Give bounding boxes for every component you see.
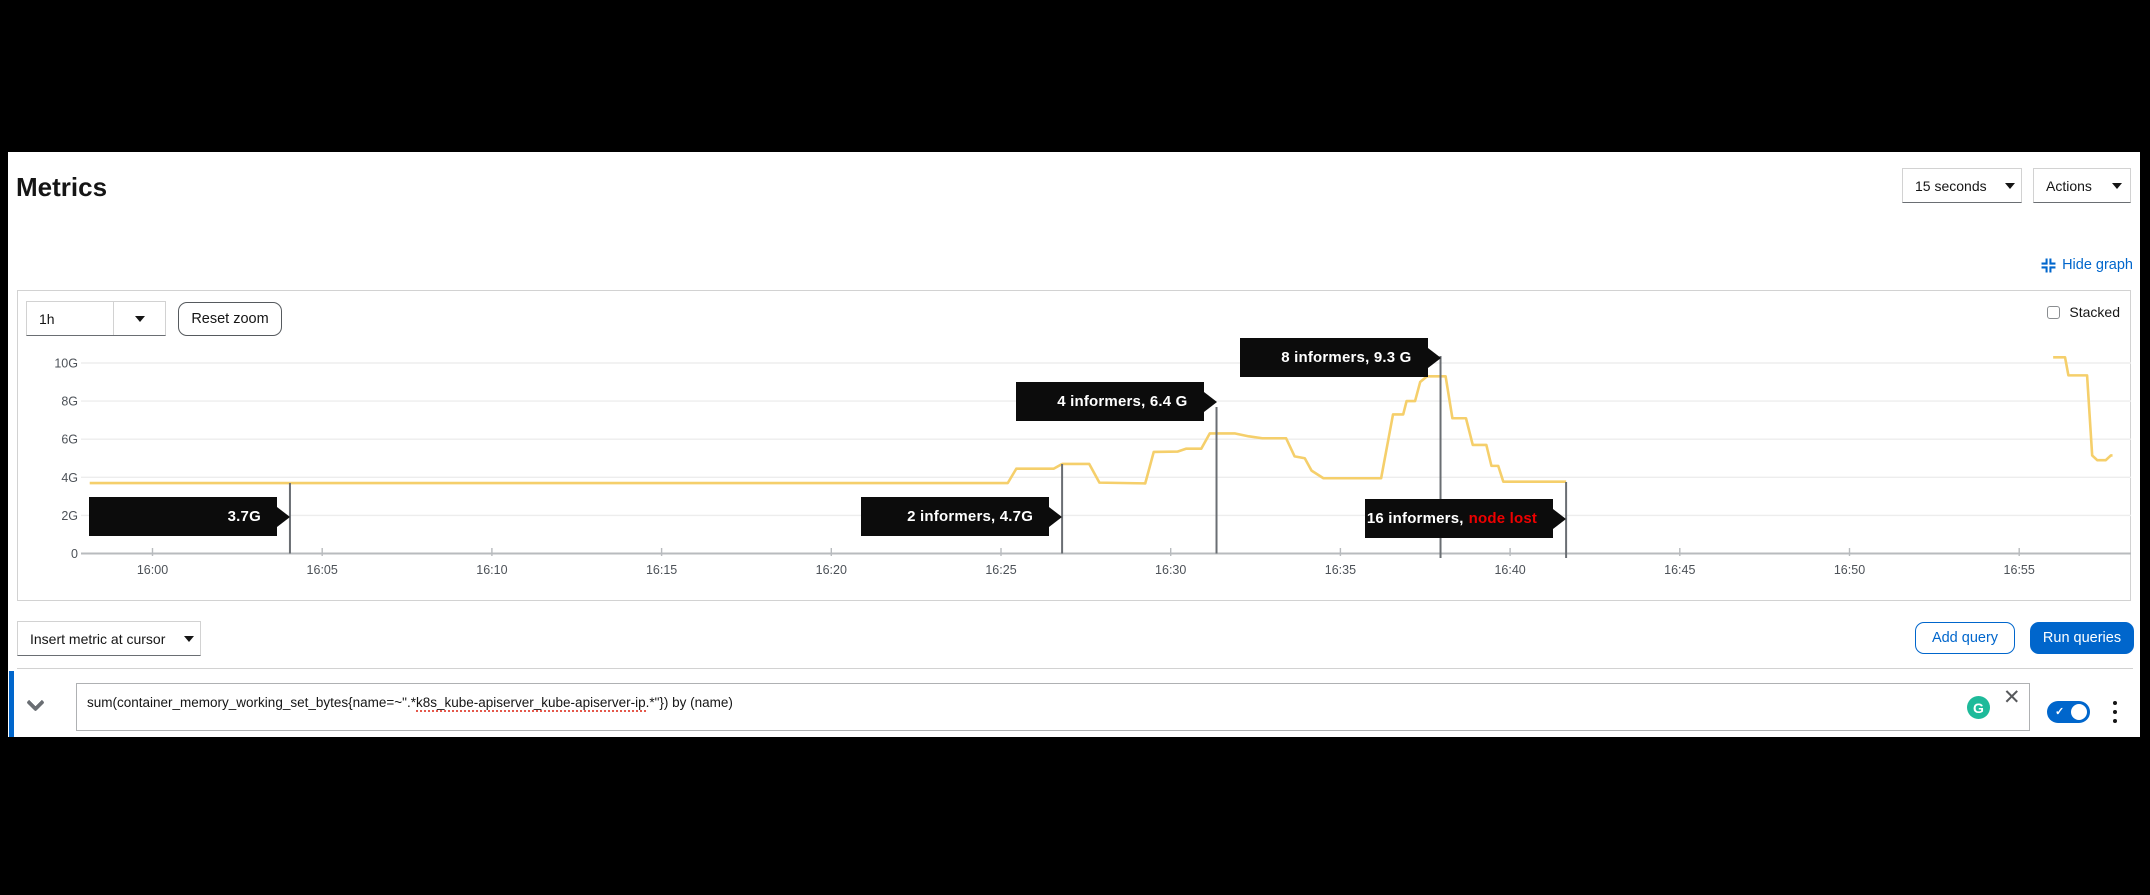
- chart-annotation-callout: 2 informers, 4.7G: [861, 497, 1063, 536]
- metrics-chart[interactable]: 16:00 16:05 16:10 16:15 16:20 16:25 16:30 16:35…: [18, 337, 2132, 587]
- reset-zoom-button[interactable]: Reset zoom: [178, 302, 282, 336]
- x-axis-label: 16:35: [1325, 563, 1356, 577]
- stacked-checkbox[interactable]: [2047, 305, 2061, 319]
- x-axis-label: 16:25: [985, 563, 1016, 577]
- chevron-down-icon: [177, 622, 200, 655]
- x-axis-label: 16:45: [1664, 563, 1695, 577]
- add-query-button[interactable]: Add query: [1915, 622, 2015, 654]
- y-axis-label: 6G: [61, 433, 78, 447]
- insert-metric-select[interactable]: Insert metric at cursor: [17, 621, 201, 656]
- graph-panel: 1h Reset zoom Stacked 16:00 16:05 16:10 16:…: [17, 290, 2131, 601]
- query-enabled-toggle[interactable]: ✓: [2047, 701, 2090, 723]
- x-axis-label: 16:50: [1834, 563, 1865, 577]
- kebab-menu-icon[interactable]: [2108, 700, 2122, 724]
- chart-annotation-callout: 8 informers, 9.3 G: [1239, 338, 1441, 377]
- x-axis-label: 16:55: [2004, 563, 2035, 577]
- query-expression-text: sum(container_memory_working_set_bytes{n…: [87, 695, 733, 712]
- x-axis-label: 16:20: [816, 563, 847, 577]
- refresh-interval-select[interactable]: 15 seconds: [1902, 168, 2022, 203]
- grammarly-icon: G: [1967, 696, 1990, 719]
- page-title: Metrics: [16, 172, 108, 202]
- close-icon[interactable]: ✕: [2003, 686, 2021, 709]
- toggle-knob: [2071, 704, 2087, 720]
- check-icon: ✓: [2055, 706, 2065, 718]
- query-expression-input[interactable]: sum(container_memory_working_set_bytes{n…: [76, 683, 2030, 731]
- refresh-interval-value: 15 seconds: [1915, 177, 1987, 194]
- duration-value: 1h: [39, 310, 55, 327]
- y-axis-label: 4G: [61, 471, 78, 485]
- y-axis-label: 2G: [61, 509, 78, 523]
- chevron-down-icon: [113, 302, 165, 335]
- x-axis-label: 16:15: [646, 563, 677, 577]
- run-queries-button[interactable]: Run queries: [2030, 622, 2134, 654]
- query-row: sum(container_memory_working_set_bytes{n…: [9, 671, 2139, 737]
- chevron-down-icon: [1999, 169, 2021, 202]
- collapse-chevron-icon[interactable]: [26, 693, 45, 712]
- chart-annotation-callout: 16 informers, node lost: [1365, 499, 1567, 538]
- stacked-label: Stacked: [2069, 304, 2120, 320]
- divider: [17, 668, 2133, 669]
- y-axis-label: 8G: [61, 395, 78, 409]
- y-axis-label: 10G: [54, 357, 78, 371]
- x-axis-label: 16:30: [1155, 563, 1186, 577]
- x-axis-label: 16:00: [137, 563, 168, 577]
- actions-label: Actions: [2046, 177, 2092, 194]
- chart-annotation-callout: 3.7G: [88, 497, 290, 536]
- series-line: [89, 375, 1567, 485]
- chart-annotation-callout: 4 informers, 6.4 G: [1015, 382, 1217, 421]
- insert-metric-value: Insert metric at cursor: [30, 630, 166, 647]
- metrics-page: Metrics 15 seconds Actions Hide graph 1h…: [8, 152, 2140, 737]
- actions-dropdown[interactable]: Actions: [2033, 168, 2131, 203]
- hide-graph-link[interactable]: Hide graph: [2041, 257, 2133, 273]
- x-axis-label: 16:10: [476, 563, 507, 577]
- query-accent-bar: [9, 671, 14, 737]
- y-axis-label: 0: [71, 547, 78, 561]
- x-axis-label: 16:40: [1494, 563, 1525, 577]
- stacked-control: Stacked: [2047, 304, 2120, 320]
- hide-graph-label: Hide graph: [2062, 257, 2133, 273]
- duration-select[interactable]: 1h: [26, 301, 166, 336]
- series-line: [2053, 355, 2113, 462]
- chevron-down-icon: [2104, 169, 2130, 202]
- x-axis-label: 16:05: [307, 563, 338, 577]
- compress-icon: [2041, 258, 2056, 272]
